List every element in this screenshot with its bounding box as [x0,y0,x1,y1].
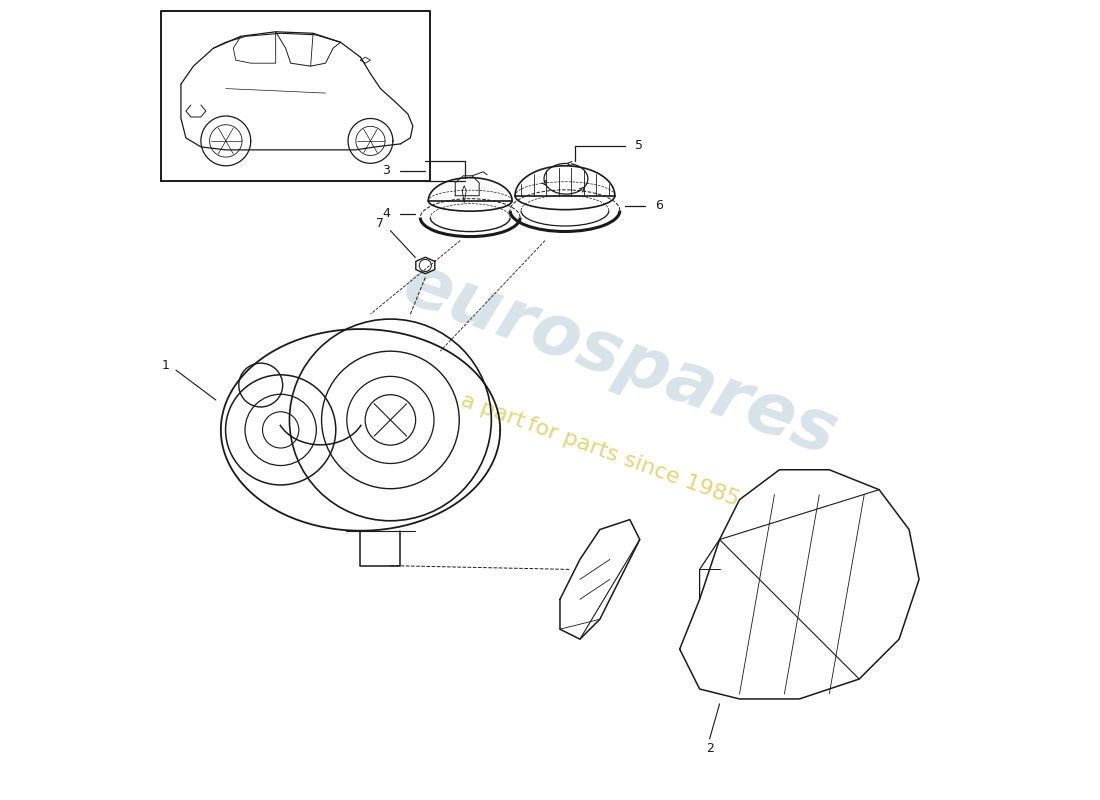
Text: 1: 1 [162,358,169,372]
Text: 2: 2 [706,742,714,755]
Text: eurospares: eurospares [394,250,846,470]
Text: 6: 6 [654,199,662,212]
Text: 5: 5 [635,139,642,152]
Text: 3: 3 [383,164,390,178]
Text: a part for parts since 1985: a part for parts since 1985 [458,390,741,510]
Text: 7: 7 [376,217,384,230]
Text: 4: 4 [383,207,390,220]
